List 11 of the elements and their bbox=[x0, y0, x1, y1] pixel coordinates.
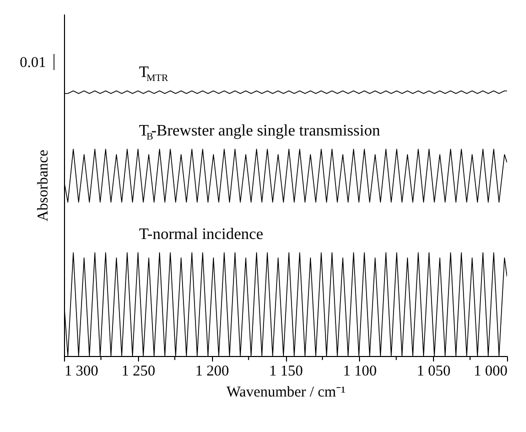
x-tick-label: 1 300 bbox=[64, 364, 98, 380]
x-tick-label: 1 100 bbox=[342, 364, 377, 380]
x-tick-label: 1 250 bbox=[121, 364, 156, 380]
x-tick-label: 1 050 bbox=[416, 364, 451, 380]
x-tick-label: 1 000 bbox=[474, 364, 508, 380]
x-axis-title: Wavenumber / cm⁻¹ bbox=[226, 384, 346, 400]
series-label: T-normal incidence bbox=[139, 226, 264, 243]
text: 0.01 bbox=[20, 55, 46, 71]
x-tick-label: 1 200 bbox=[195, 364, 230, 380]
x-tick-label: 1 150 bbox=[269, 364, 303, 380]
y-axis-title: Absorbance bbox=[36, 149, 52, 222]
